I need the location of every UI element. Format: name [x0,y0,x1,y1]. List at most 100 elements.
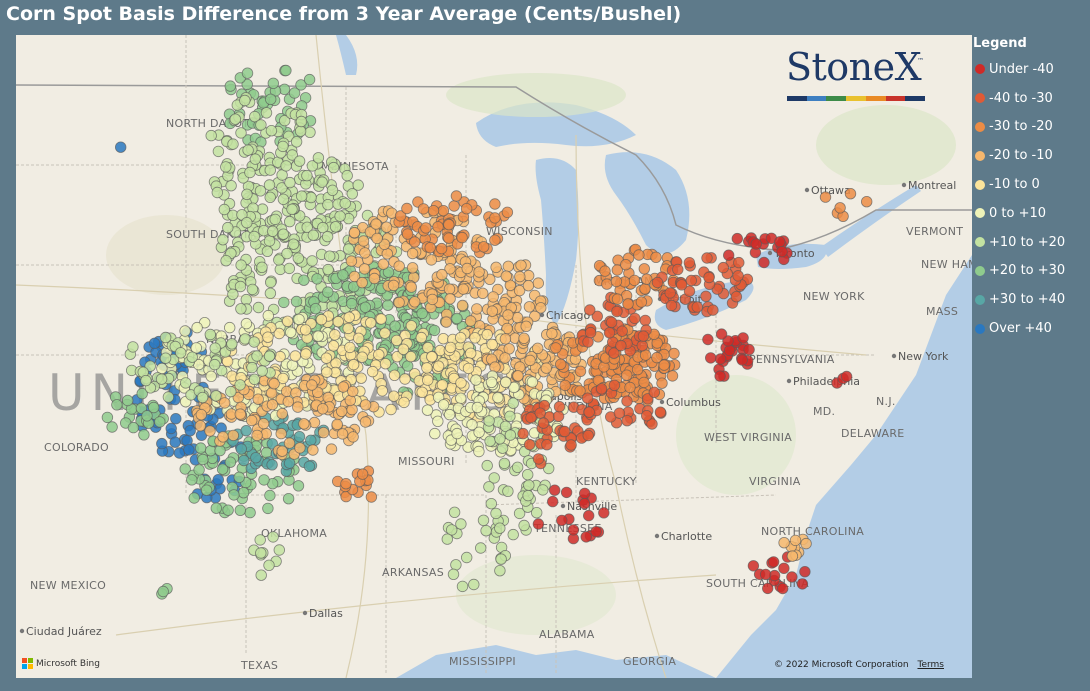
site-dot[interactable] [227,429,240,442]
site-dot[interactable] [289,350,302,362]
site-dot[interactable] [567,524,580,536]
site-dot[interactable] [484,435,496,447]
site-dot[interactable] [138,429,150,441]
site-dot[interactable] [481,459,493,472]
site-dot[interactable] [159,352,172,364]
site-dot[interactable] [264,287,277,299]
site-dot[interactable] [608,379,621,392]
site-dot[interactable] [685,274,698,287]
site-dot[interactable] [638,376,650,389]
site-dot[interactable] [264,276,277,289]
site-dot[interactable] [731,232,744,245]
site-dot[interactable] [522,469,534,481]
site-dot[interactable] [292,401,304,413]
site-dot[interactable] [416,386,428,399]
site-dot[interactable] [264,191,276,204]
site-dot[interactable] [225,385,237,398]
site-dot[interactable] [504,410,516,423]
site-dot[interactable] [320,352,333,364]
site-dot[interactable] [559,425,571,438]
site-dot[interactable] [502,485,514,498]
site-dot[interactable] [494,565,506,577]
site-dot[interactable] [635,296,648,308]
site-dot[interactable] [621,395,633,407]
site-dot[interactable] [499,333,512,345]
site-dot[interactable] [532,518,545,530]
site-dot[interactable] [490,261,502,274]
site-dot[interactable] [691,301,704,313]
site-dot[interactable] [263,179,276,191]
site-dot[interactable] [461,551,473,564]
site-dot[interactable] [485,498,498,510]
site-dot[interactable] [188,492,200,504]
site-dot[interactable] [507,528,519,541]
site-dot[interactable] [162,391,175,403]
site-dot[interactable] [373,349,385,361]
site-dot[interactable] [184,425,196,437]
site-dot[interactable] [501,206,514,219]
site-dot[interactable] [714,353,727,365]
legend-item[interactable]: -10 to 0 [973,170,1090,199]
site-dot[interactable] [668,347,680,360]
site-dot[interactable] [638,263,651,275]
site-dot[interactable] [385,403,397,416]
site-dot[interactable] [276,445,288,457]
site-dot[interactable] [485,376,498,389]
site-dot[interactable] [346,403,358,416]
site-dot[interactable] [486,338,498,351]
site-dot[interactable] [495,553,507,565]
site-dot[interactable] [520,320,532,333]
site-dot[interactable] [265,124,278,137]
site-dot[interactable] [156,437,168,450]
site-dot[interactable] [489,198,501,210]
site-dot[interactable] [574,365,587,378]
site-dot[interactable] [249,110,261,123]
site-dot[interactable] [325,443,338,455]
site-dot[interactable] [584,304,596,316]
site-dot[interactable] [595,383,608,395]
site-dot[interactable] [295,115,308,128]
site-dot[interactable] [238,454,250,467]
site-dot[interactable] [700,290,712,302]
site-dot[interactable] [512,370,524,382]
site-dot[interactable] [443,283,456,295]
site-dot[interactable] [456,299,469,312]
site-dot[interactable] [492,391,504,404]
site-dot[interactable] [274,350,286,363]
site-dot[interactable] [300,348,312,360]
site-dot[interactable] [683,256,696,269]
site-dot[interactable] [281,385,293,398]
site-dot[interactable] [174,347,187,359]
site-dot[interactable] [257,417,270,430]
site-dot[interactable] [705,352,717,364]
site-dot[interactable] [269,213,281,226]
site-dot[interactable] [840,370,853,383]
site-dot[interactable] [136,387,148,400]
site-dot[interactable] [611,293,624,305]
site-dot[interactable] [776,245,788,258]
site-dot[interactable] [322,198,334,211]
site-dot[interactable] [455,518,467,530]
site-dot[interactable] [321,366,333,378]
site-dot[interactable] [279,114,291,127]
site-dot[interactable] [639,283,651,295]
site-dot[interactable] [359,416,372,428]
site-dot[interactable] [437,399,450,411]
site-dot[interactable] [294,442,306,454]
site-dot[interactable] [455,392,467,405]
site-dot[interactable] [359,399,372,411]
site-dot[interactable] [388,390,400,402]
site-dot[interactable] [444,293,456,305]
site-dot[interactable] [210,390,222,402]
site-dot[interactable] [391,351,403,363]
site-dot[interactable] [210,502,223,514]
site-dot[interactable] [127,421,140,434]
site-dot[interactable] [346,297,358,310]
site-dot[interactable] [603,327,616,339]
site-dot[interactable] [471,303,483,315]
site-dot[interactable] [736,354,748,366]
site-dot[interactable] [462,362,475,375]
site-dot[interactable] [478,241,490,253]
site-dot[interactable] [365,491,378,503]
site-dot[interactable] [292,252,305,264]
